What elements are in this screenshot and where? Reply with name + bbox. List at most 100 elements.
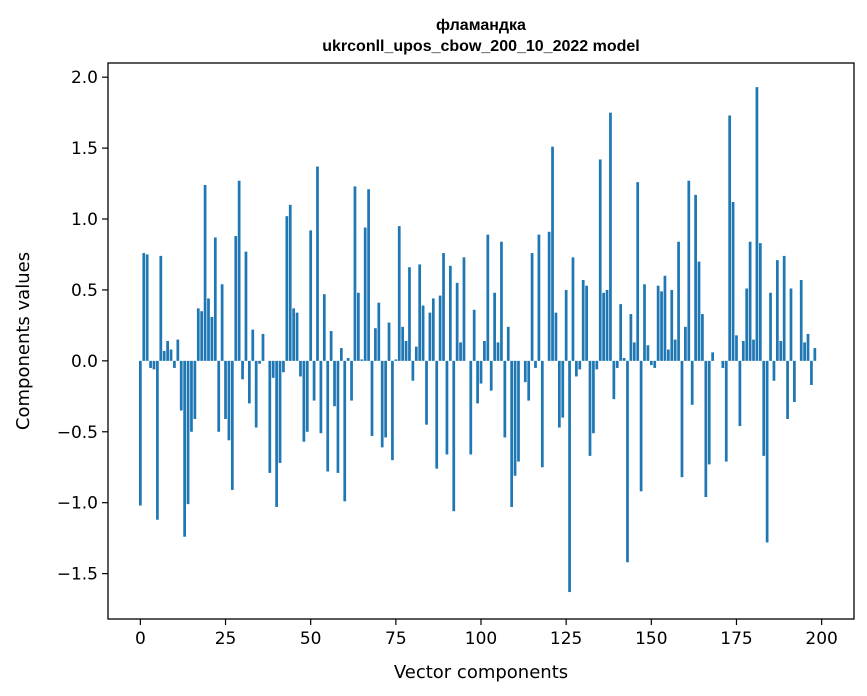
bar-component-45 [292, 308, 296, 361]
bar-component-93 [455, 282, 459, 361]
bar-component-33 [251, 329, 255, 361]
bar-component-62 [350, 360, 353, 401]
bar-component-156 [670, 289, 674, 361]
bar-component-182 [758, 243, 762, 361]
bar-component-123 [557, 360, 561, 428]
bar-component-191 [789, 288, 793, 361]
bar-component-50 [309, 230, 313, 361]
bar-component-35 [258, 360, 261, 364]
bar-component-0 [139, 360, 142, 506]
bar-component-178 [745, 288, 749, 361]
bar-component-157 [673, 339, 677, 361]
x-tick-label: 125 [550, 629, 582, 649]
x-tick-label: 0 [135, 629, 146, 649]
y-tick-label: 1.0 [71, 210, 98, 230]
bar-component-106 [500, 241, 503, 361]
bar-component-74 [391, 360, 394, 461]
bar-component-3 [149, 360, 152, 368]
bar-component-187 [775, 260, 779, 361]
bar-component-168 [711, 352, 714, 361]
bar-component-22 [213, 237, 217, 361]
bar-component-134 [595, 360, 599, 370]
bar-component-180 [752, 339, 755, 361]
bar-component-164 [697, 261, 701, 361]
bar-component-39 [271, 360, 275, 378]
y-tick-label: 1.5 [71, 139, 98, 159]
bar-component-91 [448, 265, 452, 361]
bar-component-111 [517, 360, 520, 462]
bar-component-135 [598, 159, 602, 361]
y-axis-ticks: −1.5 −1.0 −0.5 0.0 0.5 1.0 1.5 2.0 [57, 68, 108, 585]
chart-title: фламандка [436, 17, 526, 34]
bar-component-176 [738, 360, 742, 427]
x-tick-label: 175 [720, 629, 752, 649]
bar-component-146 [636, 182, 640, 361]
x-tick-label: 75 [385, 629, 407, 649]
bar-component-190 [786, 360, 789, 420]
bar-component-79 [408, 267, 411, 361]
bar-component-107 [503, 360, 507, 438]
bar-component-175 [735, 335, 738, 361]
bar-component-56 [329, 331, 333, 361]
bar-component-27 [230, 360, 234, 490]
plot-frame [107, 62, 855, 620]
bar-component-154 [663, 275, 667, 361]
bar-component-152 [656, 285, 660, 361]
bar-component-101 [483, 341, 486, 361]
bar-component-103 [489, 360, 493, 391]
bar-component-84 [425, 360, 428, 425]
bar-component-188 [779, 341, 783, 361]
bar-component-80 [411, 360, 415, 381]
bar-component-41 [278, 360, 282, 463]
bar-component-148 [643, 284, 646, 361]
bar-component-90 [445, 360, 449, 455]
bar-component-24 [220, 284, 224, 361]
bar-component-58 [336, 360, 340, 473]
bar-component-110 [513, 360, 517, 476]
bar-component-196 [806, 333, 810, 361]
bar-component-51 [312, 360, 316, 401]
bar-component-183 [762, 360, 766, 456]
bar-component-137 [605, 289, 609, 361]
bar-component-4 [152, 360, 156, 370]
bar-component-81 [414, 346, 418, 361]
bar-component-78 [404, 341, 408, 361]
bar-component-92 [452, 360, 456, 512]
bar-component-114 [527, 360, 531, 401]
bar-component-128 [575, 360, 578, 377]
bar-component-139 [612, 360, 616, 400]
bar-component-124 [561, 360, 565, 418]
bar-component-115 [530, 253, 534, 361]
bar-component-47 [299, 360, 302, 377]
bar-component-121 [551, 146, 554, 361]
bar-component-149 [646, 345, 650, 361]
bar-component-184 [765, 360, 769, 543]
bar-component-132 [588, 360, 592, 456]
bar-component-60 [343, 360, 347, 502]
bar-component-70 [377, 302, 381, 361]
bar-component-82 [418, 264, 422, 361]
bar-component-14 [186, 360, 190, 505]
bar-component-32 [248, 360, 251, 404]
bar-component-59 [339, 348, 343, 361]
bar-component-52 [316, 166, 319, 361]
bar-component-144 [629, 314, 633, 361]
bar-component-122 [554, 312, 558, 361]
bar-component-9 [169, 349, 173, 361]
bar-component-69 [374, 328, 377, 361]
x-tick-label: 50 [300, 629, 322, 649]
bar-component-94 [459, 342, 462, 361]
bar-component-1 [142, 253, 146, 361]
bar-component-55 [326, 360, 330, 472]
bar-component-21 [210, 316, 214, 361]
bar-component-151 [653, 360, 657, 368]
bar-component-126 [568, 360, 571, 593]
bar-component-181 [755, 87, 759, 361]
bar-component-8 [166, 341, 169, 361]
bar-component-167 [707, 360, 711, 465]
bar-component-38 [268, 360, 272, 473]
bar-component-76 [397, 226, 401, 361]
bar-component-150 [649, 360, 653, 366]
bar-component-189 [782, 255, 786, 361]
bar-component-142 [622, 358, 626, 361]
